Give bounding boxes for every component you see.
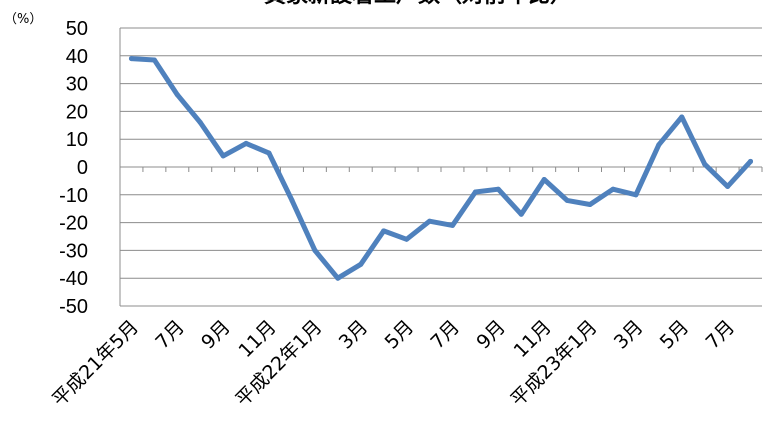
data-point [748, 158, 754, 164]
data-point [702, 161, 708, 167]
y-tick-label: 10 [66, 129, 88, 151]
data-point [449, 222, 455, 228]
data-point [518, 211, 524, 217]
y-tick-label: -10 [59, 185, 88, 207]
data-point [335, 275, 341, 281]
y-tick-label: 30 [66, 74, 88, 96]
data-point [220, 153, 226, 159]
y-axis-unit-label: （%） [4, 12, 42, 27]
data-point [197, 120, 203, 126]
data-point [587, 202, 593, 208]
data-point [243, 140, 249, 146]
x-tick-label: 5月 [656, 316, 694, 354]
data-point [541, 177, 547, 183]
data-point [656, 142, 662, 148]
data-point [404, 236, 410, 242]
data-point [358, 261, 364, 267]
data-point [564, 197, 570, 203]
data-point [472, 189, 478, 195]
data-point [427, 218, 433, 224]
data-point [725, 183, 731, 189]
x-tick-label: 7月 [702, 316, 740, 354]
chart-title: 貸家新設着工戸数（対前年比） [263, 0, 572, 8]
data-point [266, 150, 272, 156]
y-axis-tick-labels: 50 40 30 20 10 0 -10 -20 -30 -40 -50 [59, 18, 88, 318]
data-point [174, 92, 180, 98]
x-tick-label: 平成21年5月 [48, 316, 143, 411]
y-tick-label: 40 [66, 46, 88, 68]
data-point [151, 57, 157, 63]
x-tick-label: 3月 [335, 316, 373, 354]
y-tick-label: -40 [59, 268, 88, 290]
data-point [289, 197, 295, 203]
y-tick-label: 50 [66, 18, 88, 40]
y-tick-label: -50 [59, 296, 88, 318]
y-tick-label: 0 [77, 157, 88, 179]
series-layer [128, 56, 754, 281]
y-tick-label: -20 [59, 213, 88, 235]
data-point [633, 192, 639, 198]
x-tick-label: 9月 [197, 316, 235, 354]
x-tick-label: 7月 [151, 316, 189, 354]
data-point [128, 56, 134, 62]
x-tick-label: 3月 [610, 316, 648, 354]
series-line [129, 56, 753, 281]
x-tick-label: 7月 [426, 316, 464, 354]
x-axis [119, 28, 763, 306]
data-point [679, 114, 685, 120]
data-point [610, 186, 616, 192]
x-tick-label: 5月 [381, 316, 419, 354]
y-tick-label: 20 [66, 101, 88, 123]
data-point [381, 228, 387, 234]
y-tick-label: -30 [59, 240, 88, 262]
x-tick-label: 9月 [472, 316, 510, 354]
data-point [312, 247, 318, 253]
data-point [495, 186, 501, 192]
